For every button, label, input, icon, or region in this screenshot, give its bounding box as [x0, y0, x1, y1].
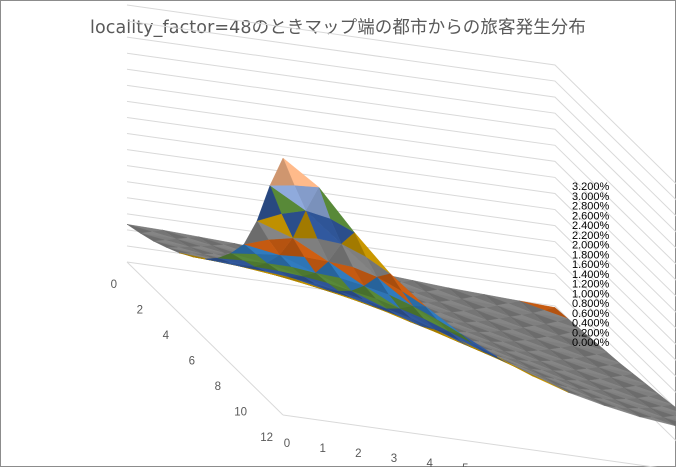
- y-tick-label: 1: [319, 443, 325, 455]
- x-tick-label: 8: [215, 381, 221, 393]
- y-tick-label: 4: [426, 458, 433, 467]
- z-tick-label: 3.000%: [572, 191, 610, 203]
- z-tick-label: 3.200%: [572, 181, 610, 193]
- z-tick-label: 1.000%: [572, 288, 610, 300]
- x-tick-label: 4: [163, 330, 170, 342]
- z-tick-label: 1.200%: [572, 279, 610, 291]
- surface-mesh: [126, 157, 676, 427]
- z-tick-label: 1.400%: [572, 269, 610, 281]
- z-tick-label: 0.200%: [572, 327, 610, 339]
- y-tick-label: 0: [284, 438, 290, 450]
- x-tick-label: 12: [260, 432, 273, 444]
- z-tick-label: 1.800%: [572, 249, 610, 261]
- z-tick-label: 2.000%: [572, 240, 610, 252]
- axes: 02468101201234567891011120.000%0.200%0.4…: [111, 181, 658, 467]
- x-tick-label: 6: [189, 356, 195, 368]
- y-tick-label: 5: [462, 463, 468, 467]
- z-tick-label: 0.600%: [572, 308, 610, 320]
- x-tick-label: 2: [137, 305, 143, 317]
- z-tick-label: 1.600%: [572, 259, 610, 271]
- z-tick-label: 0.000%: [572, 337, 610, 349]
- z-tick-label: 2.200%: [572, 230, 610, 242]
- z-tick-label: 2.400%: [572, 220, 610, 232]
- y-tick-label: 2: [355, 448, 361, 460]
- y-tick-label: 3: [391, 453, 397, 465]
- x-tick-label: 10: [234, 407, 247, 419]
- z-tick-label: 0.400%: [572, 318, 610, 330]
- z-tick-label: 2.800%: [572, 201, 610, 213]
- z-tick-label: 0.800%: [572, 298, 610, 310]
- x-tick-label: 0: [111, 279, 117, 291]
- z-tick-label: 2.600%: [572, 210, 610, 222]
